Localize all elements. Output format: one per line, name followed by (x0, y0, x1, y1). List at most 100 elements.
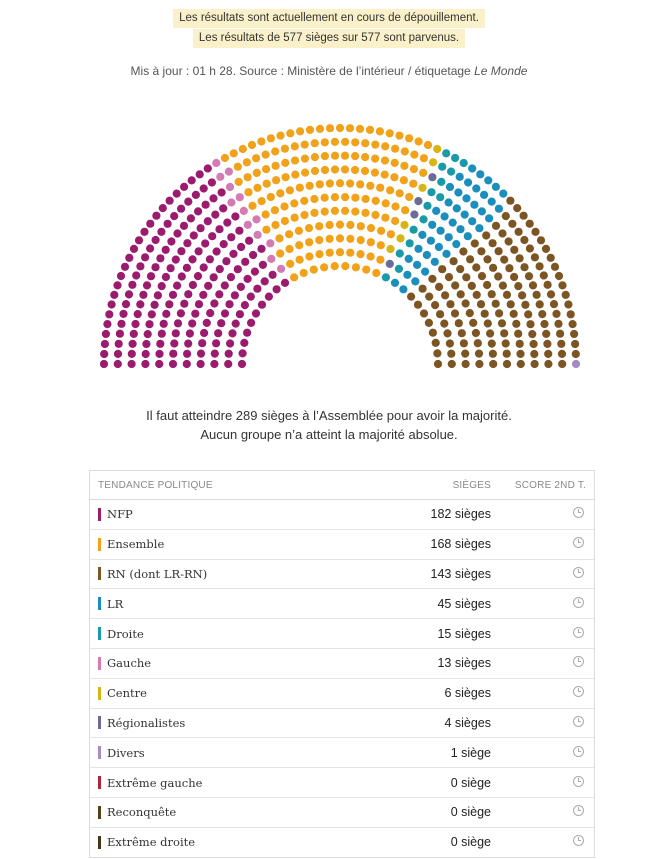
seat-dot (240, 301, 249, 310)
score-cell (491, 805, 594, 819)
party-name: Régionalistes (107, 715, 186, 730)
seat-dot (470, 239, 479, 248)
party-name: Centre (107, 686, 147, 701)
seat-dot (409, 225, 418, 234)
seat-dot (438, 162, 447, 171)
seat-dot (483, 319, 492, 328)
seat-dot (438, 265, 447, 274)
clock-icon (573, 537, 584, 549)
seat-dot (419, 154, 428, 163)
seat-dot (146, 244, 155, 253)
seat-dot (304, 224, 314, 233)
seat-dot (464, 178, 473, 187)
seat-dot (172, 189, 181, 198)
seat-dot (428, 328, 437, 337)
seat-dot (305, 125, 315, 134)
seat-dot (480, 309, 489, 318)
seat-dot (499, 189, 508, 198)
party-name: RN (dont LR-RN) (107, 566, 208, 581)
seat-dot (249, 250, 258, 260)
seat-dot (268, 270, 277, 279)
seat-dot (184, 290, 193, 299)
seat-dot (271, 147, 280, 156)
seat-dot (386, 244, 395, 254)
seat-dot (301, 168, 310, 177)
seat-dot (150, 300, 159, 309)
seat-dot (366, 224, 376, 233)
seat-dot (208, 232, 217, 241)
score-cell (491, 507, 594, 521)
seat-dot (247, 318, 256, 327)
results-received-text: Les résultats de 577 sièges sur 577 sont… (192, 29, 466, 48)
seat-dot (177, 247, 186, 256)
seat-dot (187, 176, 196, 185)
seat-dot (224, 349, 233, 358)
seat-dot (290, 142, 299, 151)
seat-dot (351, 138, 360, 147)
seat-dot (296, 127, 305, 136)
seat-dot (264, 292, 273, 301)
seat-dot (231, 319, 240, 328)
seat-dot (461, 299, 470, 308)
seat-dot (413, 260, 422, 269)
seat-dot (151, 235, 160, 245)
party-cell: Divers (90, 746, 381, 760)
seat-dot (300, 210, 309, 220)
seat-dot (171, 255, 180, 264)
seat-dot (224, 167, 233, 176)
party-color-swatch (98, 746, 101, 760)
seat-dot (494, 204, 503, 213)
seat-dot (477, 247, 486, 256)
seat-dot (252, 154, 261, 163)
seat-dot (423, 140, 433, 150)
seat-dot (280, 202, 289, 211)
seat-dot (540, 319, 549, 329)
seat-dot (305, 238, 314, 247)
seat-dot (132, 271, 141, 280)
seat-dot (128, 280, 137, 289)
seat-dot (261, 150, 270, 159)
seat-dot (180, 182, 189, 191)
seat-dot (561, 290, 570, 299)
seat-dot (539, 271, 548, 280)
seat-dot (291, 170, 300, 179)
seat-dot (169, 349, 178, 358)
seat-dot (266, 192, 275, 202)
seat-dot (356, 180, 365, 189)
seat-dot (471, 328, 480, 338)
seat-dot (377, 226, 386, 235)
seat-dot (146, 219, 155, 228)
seat-dot (542, 329, 551, 338)
seat-dot (309, 265, 318, 274)
seat-dot (418, 230, 427, 239)
seat-dot (515, 339, 524, 348)
seat-dot (491, 182, 500, 191)
seat-dot (462, 273, 471, 282)
clock-icon (573, 656, 584, 668)
seat-dot (516, 349, 525, 358)
seat-dot (501, 212, 510, 221)
seat-dot (290, 213, 299, 222)
seat-dot (475, 224, 484, 233)
seat-dot (395, 189, 404, 198)
header-seats: SIÈGES (452, 479, 491, 491)
party-cell: Gauche (90, 656, 381, 670)
seat-dot (127, 359, 136, 369)
clock-icon (573, 745, 584, 757)
seat-dot (454, 319, 463, 328)
seat-dot (483, 280, 492, 290)
seat-dot (280, 278, 290, 287)
seat-dot (167, 237, 176, 246)
seat-dot (315, 124, 325, 133)
seat-dot (236, 282, 245, 291)
seat-dot (381, 199, 390, 208)
seat-dot (335, 234, 345, 243)
seat-dot (335, 248, 345, 257)
seat-dot (177, 204, 186, 213)
seat-dot (391, 216, 400, 226)
seat-dot (571, 349, 580, 359)
seat-dot (361, 208, 370, 217)
seat-dot (476, 300, 486, 309)
party-cell: LR (90, 597, 381, 611)
seat-dot (151, 263, 160, 272)
